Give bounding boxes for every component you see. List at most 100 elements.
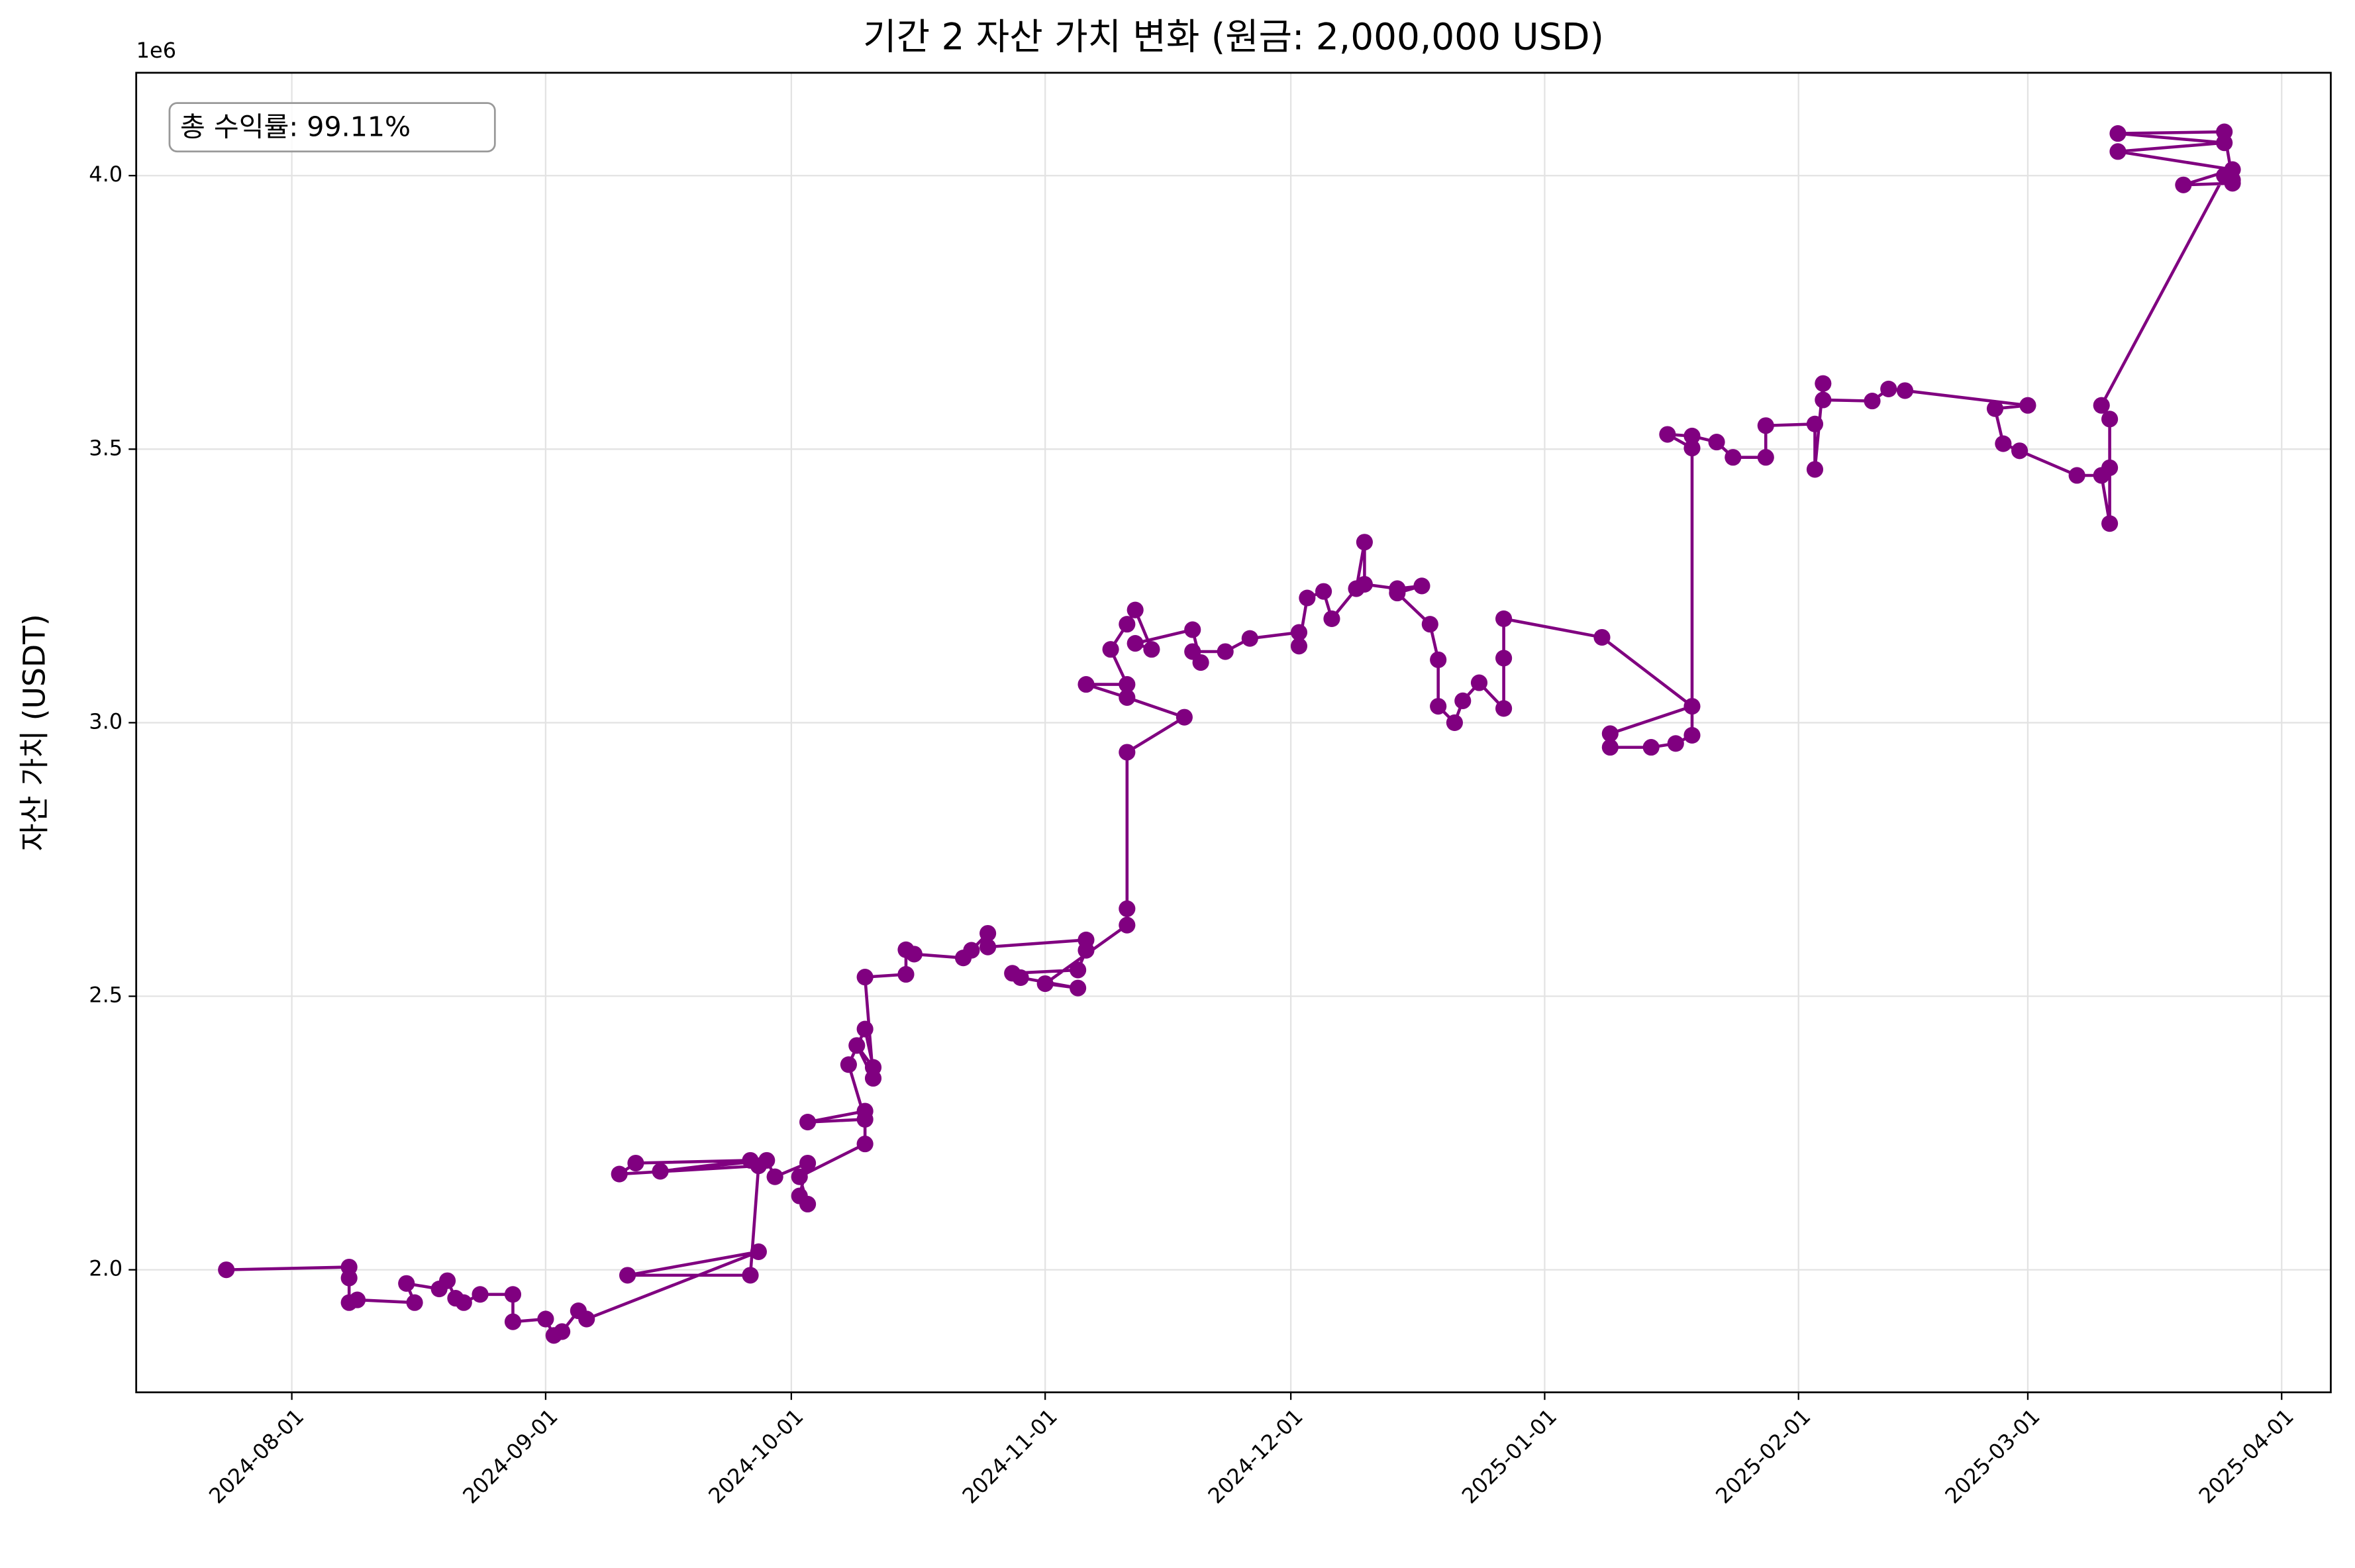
data-point [2216, 123, 2233, 140]
y-tick-label: 4.0 [89, 162, 123, 187]
data-point [864, 1069, 882, 1087]
data-point [1077, 942, 1095, 959]
data-point [1880, 380, 1897, 398]
data-point [758, 1152, 776, 1169]
data-point [1184, 621, 1201, 638]
data-point [1454, 692, 1472, 709]
data-point [1421, 616, 1438, 633]
data-point [627, 1154, 644, 1172]
data-point [2101, 459, 2119, 476]
data-point [1815, 391, 1832, 409]
data-point [1708, 434, 1725, 451]
data-point [799, 1113, 817, 1131]
data-point [1413, 577, 1430, 595]
data-point [1896, 382, 1914, 399]
data-point [1757, 417, 1774, 434]
data-point [2068, 467, 2085, 484]
data-point [1601, 739, 1619, 756]
data-point [1119, 744, 1136, 761]
data-point [1290, 638, 1308, 655]
data-point [1446, 714, 1463, 731]
data-point [1299, 589, 1316, 607]
data-point [652, 1163, 669, 1180]
data-point [1119, 616, 1136, 633]
data-point [438, 1272, 456, 1289]
data-point [2101, 515, 2119, 532]
data-point [1323, 610, 1340, 628]
data-point [1725, 449, 1742, 466]
y-tick-label: 2.0 [89, 1256, 123, 1281]
data-point [1077, 676, 1095, 693]
data-point [856, 1136, 874, 1153]
data-point [848, 1037, 866, 1054]
data-point [398, 1275, 415, 1292]
data-point [1683, 427, 1701, 445]
data-point [1184, 643, 1201, 660]
data-point [856, 1020, 874, 1038]
data-point [504, 1313, 522, 1330]
data-point [1601, 725, 1619, 742]
data-point [1119, 676, 1136, 693]
data-point [1806, 461, 1824, 478]
data-point [1119, 900, 1136, 917]
annotation-frame [168, 102, 496, 153]
data-point [791, 1168, 808, 1185]
data-point [1659, 426, 1676, 443]
data-point [504, 1286, 522, 1303]
y-tick-label: 3.0 [89, 709, 123, 734]
data-point [619, 1267, 636, 1284]
data-point [963, 942, 980, 959]
data-point [611, 1165, 628, 1183]
data-point [1143, 641, 1160, 658]
data-point [1119, 916, 1136, 934]
data-point [2011, 442, 2029, 460]
data-point [799, 1195, 817, 1213]
data-point [1389, 585, 1406, 602]
data-point [1315, 583, 1332, 600]
data-point [1012, 969, 1029, 987]
data-point [1217, 643, 1234, 660]
data-point [1642, 739, 1660, 756]
annotation-box: 총 수익률: 99.11% [168, 102, 496, 153]
data-point [1430, 698, 1447, 715]
data-point [2175, 176, 2192, 193]
data-point [2101, 411, 2119, 428]
y-tick-label: 3.5 [89, 435, 123, 460]
data-point [1070, 979, 1087, 997]
data-point [340, 1269, 358, 1287]
annotation: 총 수익률: 99.11% [180, 111, 411, 142]
y-offset-label: 1e6 [136, 38, 176, 63]
data-point [472, 1286, 489, 1303]
data-point [1593, 628, 1611, 646]
data-point [2109, 125, 2127, 142]
data-point [979, 938, 997, 956]
data-point [1495, 650, 1513, 667]
data-point [1683, 440, 1701, 457]
data-point [856, 1110, 874, 1128]
data-point [1241, 630, 1258, 647]
data-point [1495, 610, 1513, 628]
data-point [766, 1168, 783, 1185]
data-point [897, 965, 915, 983]
data-point [742, 1152, 759, 1169]
grid [136, 72, 2331, 1393]
data-point [1119, 689, 1136, 706]
data-point [840, 1056, 857, 1073]
data-point [2109, 143, 2127, 160]
data-point [578, 1310, 595, 1328]
data-point [218, 1261, 235, 1279]
data-point [2093, 397, 2110, 414]
data-point [1495, 700, 1513, 717]
data-point [2019, 397, 2036, 414]
data-point [905, 946, 923, 963]
data-point [1036, 975, 1054, 993]
data-point [1356, 534, 1373, 551]
data-point [1356, 575, 1373, 593]
data-point [1815, 375, 1832, 392]
data-point [1070, 961, 1087, 979]
data-point [554, 1323, 571, 1340]
data-point [1757, 449, 1774, 466]
